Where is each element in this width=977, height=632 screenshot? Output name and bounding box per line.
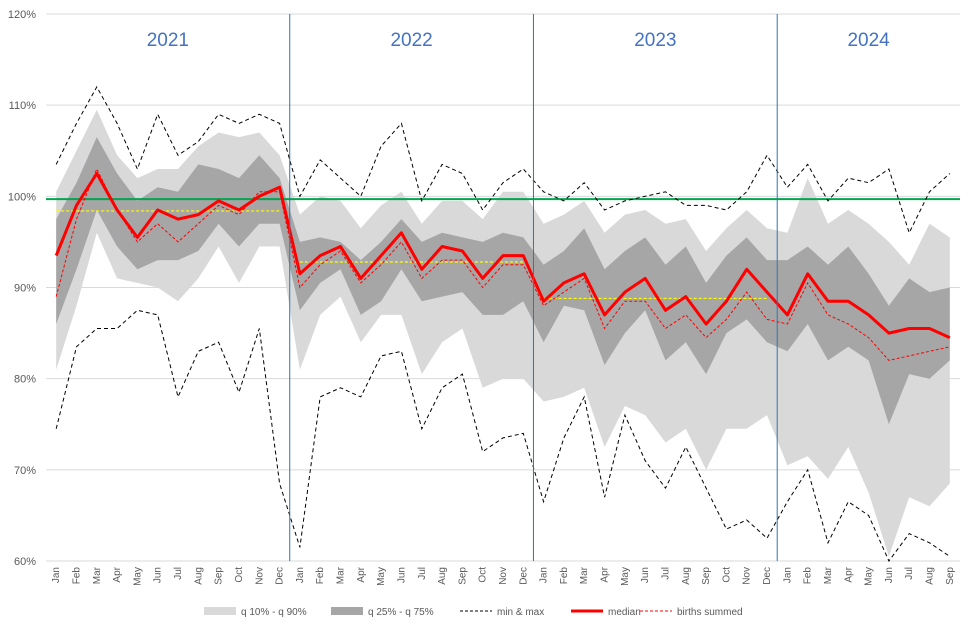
x-tick-label: May: [864, 567, 875, 586]
x-tick-label: May: [132, 567, 143, 586]
x-tick-label: Jun: [396, 567, 407, 583]
legend-label: min & max: [497, 607, 544, 618]
legend-label: q 25% - q 75%: [368, 607, 434, 618]
x-tick-label: Sep: [457, 567, 468, 585]
x-tick-label: Feb: [315, 567, 326, 585]
x-tick-label: Dec: [518, 567, 529, 585]
line-median: [54, 172, 951, 339]
y-tick-label: 70%: [14, 465, 36, 477]
x-tick-label: Jan: [539, 567, 550, 583]
x-tick-label: Apr: [600, 566, 611, 582]
x-tick-label: Oct: [721, 567, 732, 583]
x-tick-label: Dec: [275, 567, 286, 585]
x-tick-label: Aug: [193, 567, 204, 585]
x-tick-label: Oct: [234, 567, 245, 583]
y-axis: 60% 70% 80% 90% 100% 110% 120%: [8, 9, 36, 568]
x-tick-label: Nov: [254, 567, 265, 585]
y-tick-label: 120%: [8, 9, 36, 21]
x-tick-label: Apr: [112, 566, 123, 582]
x-tick-label: Jan: [295, 567, 306, 583]
x-tick-label: Mar: [579, 566, 590, 584]
x-tick-label: Jun: [153, 567, 164, 583]
x-tick-label: Oct: [478, 567, 489, 583]
x-tick-label: Jul: [660, 567, 671, 580]
year-labels: 2021 2022 2023 2024: [147, 30, 890, 51]
x-tick-label: Feb: [71, 567, 82, 585]
y-tick-label: 100%: [8, 191, 36, 203]
legend-label: births summed: [677, 607, 743, 618]
x-tick-label: Jan: [51, 567, 62, 583]
band-q-25-q-75-: [56, 137, 950, 425]
x-tick-label: Aug: [681, 567, 692, 585]
x-tick-label: Jan: [782, 567, 793, 583]
line-max: [55, 85, 951, 235]
x-tick-label: May: [376, 567, 387, 586]
x-tick-label: Jul: [417, 567, 428, 580]
x-tick-label: Jun: [640, 567, 651, 583]
x-tick-label: Aug: [925, 567, 936, 585]
x-tick-label: Apr: [843, 566, 854, 582]
legend-label: q 10% - q 90%: [241, 607, 307, 618]
legend: q 10% - q 90% q 25% - q 75% min & max media…: [204, 607, 743, 618]
x-tick-label: Mar: [92, 566, 103, 584]
y-tick-label: 60%: [14, 556, 36, 568]
legend-swatch-q25-q75: [331, 607, 363, 615]
year-label: 2021: [147, 30, 189, 51]
x-tick-label: Feb: [559, 567, 570, 585]
bands: [56, 109, 950, 557]
x-axis: Jan Feb Mar Apr May Jun Jul Aug Sep Oct Nov Dec Jan F…: [51, 566, 956, 586]
line-min: [55, 309, 951, 562]
legend-swatch-q10-q90: [204, 607, 236, 615]
y-tick-label: 110%: [9, 100, 37, 112]
x-tick-label: Jul: [173, 567, 184, 580]
x-tick-label: Nov: [742, 567, 753, 585]
x-tick-label: Apr: [356, 566, 367, 582]
x-tick-label: Mar: [336, 566, 347, 584]
year-label: 2022: [390, 30, 432, 51]
y-tick-label: 80%: [14, 374, 36, 386]
x-tick-label: May: [620, 567, 631, 586]
year-dividers: [289, 14, 778, 561]
x-tick-label: Feb: [803, 567, 814, 585]
x-tick-label: Sep: [701, 567, 712, 585]
x-tick-label: Sep: [214, 567, 225, 585]
y-tick-label: 90%: [14, 283, 36, 295]
x-tick-label: Sep: [945, 567, 956, 585]
x-tick-label: Dec: [762, 567, 773, 585]
x-tick-label: Jun: [884, 567, 895, 583]
line-births-summed: [55, 167, 950, 361]
x-tick-label: Mar: [823, 566, 834, 584]
legend-label: median: [608, 607, 641, 618]
x-tick-label: Aug: [437, 567, 448, 585]
x-tick-label: Nov: [498, 567, 509, 585]
x-tick-label: Jul: [904, 567, 915, 580]
year-label: 2023: [634, 30, 676, 51]
year-label: 2024: [847, 30, 890, 51]
series-lines: [46, 85, 960, 562]
